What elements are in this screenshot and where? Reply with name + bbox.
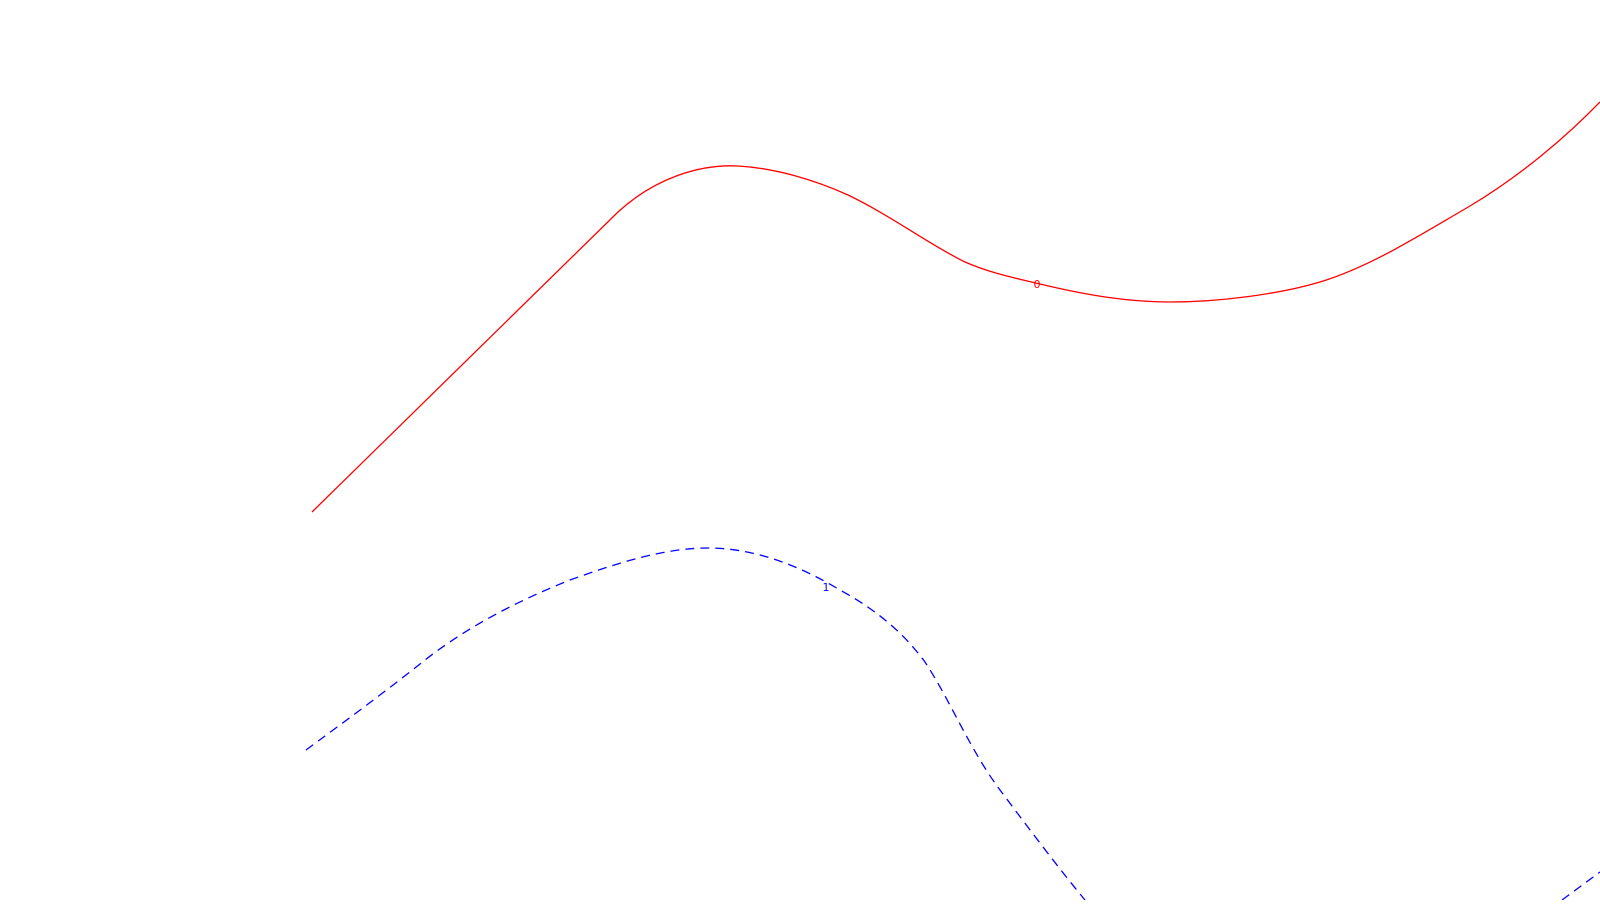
curve-1-label: 1 — [823, 581, 830, 594]
curve-1-group: 1 — [305, 547, 1600, 901]
curve-0-label: 0 — [1034, 278, 1041, 291]
curve-1-line — [305, 547, 1086, 901]
curve-1-line-tail — [1561, 871, 1600, 901]
curve-0-group: 0 — [311, 101, 1600, 513]
curve-0-line — [311, 101, 1600, 513]
